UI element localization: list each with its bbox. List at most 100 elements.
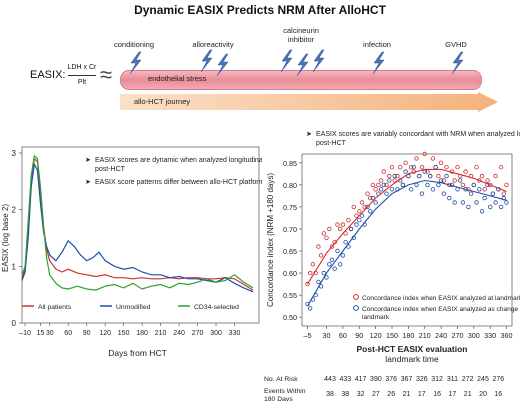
plot-frame [21, 146, 260, 324]
x-tick-label: 60 [339, 331, 347, 340]
y-tick-label: 0.65 [283, 247, 297, 256]
scatter-point [485, 178, 490, 183]
scatter-point [477, 178, 482, 183]
scatter-point [479, 209, 485, 214]
scatter-point [477, 187, 482, 192]
scatter-point [337, 262, 343, 267]
annotation-bullet-icon: ➤ [306, 131, 312, 138]
scatter-point [444, 165, 449, 170]
risk-table-cell: 16 [494, 391, 502, 398]
fraction-bar [68, 75, 96, 76]
scatter-point [436, 182, 441, 188]
scatter-point [419, 165, 425, 170]
fit-line [307, 168, 507, 285]
y-tick-label: 3 [12, 149, 17, 158]
risk-table-row-label: 180 Days [264, 396, 293, 401]
scatter-point [327, 226, 332, 232]
scatter-point [367, 209, 373, 214]
lightning-bolt-icon [372, 51, 385, 75]
scatter-point [384, 182, 389, 188]
lightning-bolt-icon [129, 51, 142, 75]
scatter-point [460, 182, 466, 188]
risk-table-cell: 16 [433, 391, 441, 398]
scatter-point [490, 191, 496, 196]
lightning-bolt-icon [200, 49, 213, 73]
annotation-text: EASIX score patterns differ between allo… [95, 179, 262, 186]
x-axis-label: Days from HCT [108, 348, 167, 358]
risk-table-cell: 443 [324, 376, 336, 383]
x-tick-label: 15 [37, 330, 45, 337]
scatter-point [335, 248, 340, 254]
scatter-point [482, 187, 487, 192]
annotation-bullet-icon: ➤ [85, 179, 91, 186]
x-tick-label: 90 [355, 331, 363, 340]
scatter-point [389, 165, 395, 170]
scatter-point [482, 195, 487, 201]
scatter-point [392, 173, 397, 179]
scatter-point [433, 165, 438, 170]
scatter-point [362, 204, 367, 210]
event-label: inhibitor [287, 35, 315, 44]
scatter-point [487, 182, 493, 188]
scatter-point [376, 182, 381, 188]
concordance-scatter-chart: 0.50 0.55 0.60 0.65 0.70 0.75 0.80 0.85 –5 30 60 90… [264, 131, 520, 401]
risk-table-cell: 433 [339, 376, 351, 383]
x-tick-label: –10 [19, 330, 31, 337]
annotation-bullet-icon: ➤ [85, 157, 91, 164]
scatter-point [501, 191, 506, 196]
risk-table-cell: 376 [385, 376, 397, 383]
x-tick-label: 180 [136, 330, 148, 337]
figure-title: Dynamic EASIX Predicts NRM After AlloHCT [134, 3, 386, 17]
risk-table-cell: 21 [464, 391, 472, 398]
scatter-point [414, 182, 419, 188]
scatter-point [389, 187, 395, 192]
scatter-point [487, 204, 493, 210]
scatter-point [321, 231, 326, 236]
risk-table-cell: 38 [326, 391, 334, 398]
scatter-point [340, 253, 346, 258]
risk-table-cell: 312 [431, 376, 443, 383]
x-axis-label: landmark time [385, 354, 439, 364]
lightning-bolt-icon [216, 53, 229, 77]
easix-line-chart: 0 1 2 3 –10 15 30 60 90 120 150 180 210 240 270 300 330 D… [1, 146, 262, 358]
scatter-point [370, 182, 376, 188]
scatter-point [408, 187, 414, 192]
scatter-point [438, 160, 444, 165]
scatter-point [343, 231, 348, 236]
y-tick-label: 1 [12, 262, 17, 271]
lightning-bolts [129, 49, 464, 77]
y-tick-label: 2 [12, 206, 17, 215]
scatter-point [351, 204, 356, 210]
x-tick-label: 270 [192, 330, 204, 337]
scatter-point [343, 239, 348, 245]
scatter-point [493, 200, 498, 205]
x-tick-label: 360 [501, 331, 513, 340]
scatter-point [310, 262, 316, 267]
series-line [21, 154, 254, 291]
formula-denominator: Plt [77, 79, 87, 86]
endothelial-stress-label: endothelial stress [148, 74, 207, 83]
scatter-point [422, 151, 427, 157]
scatter-point [329, 257, 335, 262]
event-label: conditioning [113, 40, 155, 49]
scatter-point [324, 275, 329, 280]
scatter-point [373, 187, 378, 192]
scatter-point [335, 222, 340, 227]
x-tick-label: 300 [468, 331, 480, 340]
scatter-point [463, 169, 468, 174]
scatter-point [455, 187, 460, 192]
x-tick-label: 240 [173, 330, 185, 337]
scatter-point [370, 195, 376, 201]
event-labels: conditioning alloreactivity calcineurin inh… [0, 0, 520, 70]
scatter-point [318, 253, 324, 258]
scatter-point [436, 173, 441, 179]
lightning-bolt-icon [280, 49, 293, 73]
y-tick-label: 0.80 [283, 181, 297, 190]
scatter-point [359, 200, 365, 205]
scatter-point [378, 187, 384, 192]
y-axis-label: Concordance index (NRM +180 days) [266, 173, 275, 307]
risk-table-cell: 32 [357, 391, 365, 398]
scatter-point [417, 173, 422, 179]
scatter-point [354, 213, 359, 218]
y-tick-label: 0.85 [283, 159, 297, 168]
